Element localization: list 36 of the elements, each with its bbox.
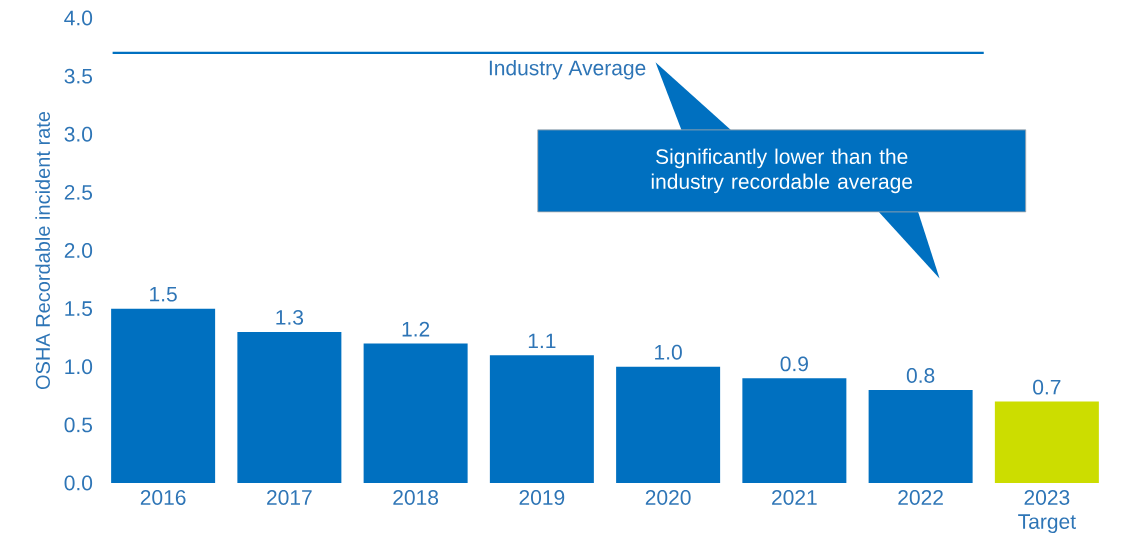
- x-tick-label: 2020: [645, 490, 691, 505]
- y-tick-label: 2.0: [64, 243, 93, 258]
- y-tick-label: 4.0: [64, 10, 93, 26]
- bar: [994, 401, 1099, 483]
- y-tick-label: 1.5: [65, 301, 93, 316]
- ref-line-label: Industry Average: [489, 59, 646, 80]
- data-label: 1.0: [655, 344, 682, 360]
- bar: [868, 390, 973, 483]
- y-tick-label: 2.5: [64, 184, 93, 200]
- x-tick-label: 2022: [898, 490, 943, 505]
- data-label: 1.3: [276, 309, 304, 325]
- annotation: Significantly lower than the industry recordable average: [651, 148, 913, 194]
- data-label: 1.2: [402, 321, 430, 337]
- y-tick-label: 3.5: [64, 68, 93, 84]
- bar: [742, 378, 847, 483]
- x-tick-label: 2019: [519, 490, 565, 505]
- x-tick-label: 2018: [393, 490, 439, 505]
- x-tick-label: 2021: [772, 490, 817, 505]
- data-label: 0.7: [1033, 379, 1061, 395]
- data-label: 0.9: [780, 356, 808, 372]
- data-label: 0.8: [906, 368, 935, 383]
- bar: [616, 366, 721, 483]
- x-tick-label: 2016: [140, 490, 186, 505]
- x-tick-label: 2023 Target: [1018, 490, 1076, 534]
- bar: [111, 308, 216, 483]
- y-axis-title: OSHA Recordable incident rate: [35, 111, 50, 390]
- y-tick-label: 0.5: [64, 417, 93, 433]
- y-tick-label: 1.0: [65, 359, 93, 375]
- data-label: 1.1: [528, 333, 556, 349]
- bar: [489, 355, 594, 483]
- y-tick-label: 3.0: [64, 126, 93, 142]
- y-tick-label: 0.0: [64, 475, 93, 491]
- x-tick-label: 2017: [267, 490, 312, 505]
- bar: [237, 331, 342, 483]
- bar: [363, 343, 468, 483]
- data-label: 1.5: [150, 286, 177, 302]
